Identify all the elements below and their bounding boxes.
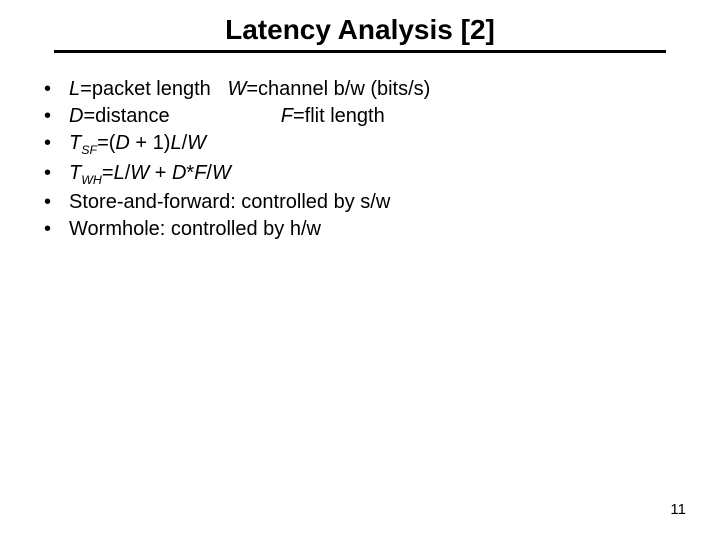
bullet-marker-icon: •: [44, 161, 51, 186]
slide: Latency Analysis [2] •L=packet length W=…: [0, 0, 720, 540]
text-segment: W: [130, 162, 149, 184]
text-segment: =(: [97, 132, 115, 154]
text-segment: D: [172, 162, 186, 184]
slide-title: Latency Analysis [2]: [54, 14, 666, 46]
text-segment: W: [212, 162, 231, 184]
bullet-marker-icon: •: [44, 104, 51, 129]
text-segment: SF: [81, 143, 97, 157]
bullet-text: TSF=(D + 1)L/W: [69, 131, 684, 159]
text-segment: =flit length: [293, 105, 385, 127]
text-segment: WH: [81, 173, 102, 187]
text-segment: L: [170, 132, 181, 154]
bullet-item: • TSF=(D + 1)L/W: [44, 131, 684, 159]
text-segment: D: [115, 132, 129, 154]
bullet-item: • L=packet length W=channel b/w (bits/s): [44, 77, 684, 102]
text-segment: W: [187, 132, 206, 154]
bullet-item: •TWH=L/W + D*F/W: [44, 161, 684, 189]
bullet-text: TWH=L/W + D*F/W: [69, 161, 684, 189]
bullet-list: •L=packet length W=channel b/w (bits/s)•…: [44, 77, 684, 242]
text-segment: =: [102, 162, 114, 184]
text-segment: L: [114, 162, 125, 184]
bullet-marker-icon: •: [44, 77, 51, 102]
text-segment: F: [194, 162, 206, 184]
bullet-marker-icon: •: [44, 190, 51, 215]
text-segment: T: [69, 162, 81, 184]
bullet-item: • D=distance F=flit length: [44, 104, 684, 129]
bullet-marker-icon: •: [44, 131, 51, 156]
text-segment: F: [281, 105, 293, 127]
text-segment: W: [227, 78, 246, 100]
text-segment: + 1): [130, 132, 171, 154]
text-segment: L: [69, 78, 80, 100]
page-number: 11: [670, 501, 686, 518]
text-segment: Store-and-forward: controlled by s/w: [69, 191, 390, 213]
bullet-text: Wormhole: controlled by h/w: [69, 217, 684, 242]
text-segment: Wormhole: controlled by h/w: [69, 218, 321, 240]
text-segment: =packet length: [80, 78, 227, 100]
text-segment: T: [69, 132, 81, 154]
title-rule: Latency Analysis [2]: [54, 14, 666, 53]
bullet-item: • Store-and-forward: controlled by s/w: [44, 190, 684, 215]
bullet-marker-icon: •: [44, 217, 51, 242]
text-segment: D: [69, 105, 83, 127]
text-segment: =distance: [83, 105, 280, 127]
bullet-text: Store-and-forward: controlled by s/w: [69, 190, 684, 215]
bullet-item: • Wormhole: controlled by h/w: [44, 217, 684, 242]
text-segment: +: [149, 162, 172, 184]
bullet-text: L=packet length W=channel b/w (bits/s): [69, 77, 684, 102]
text-segment: =channel b/w (bits/s): [246, 78, 430, 100]
bullet-text: D=distance F=flit length: [69, 104, 684, 129]
